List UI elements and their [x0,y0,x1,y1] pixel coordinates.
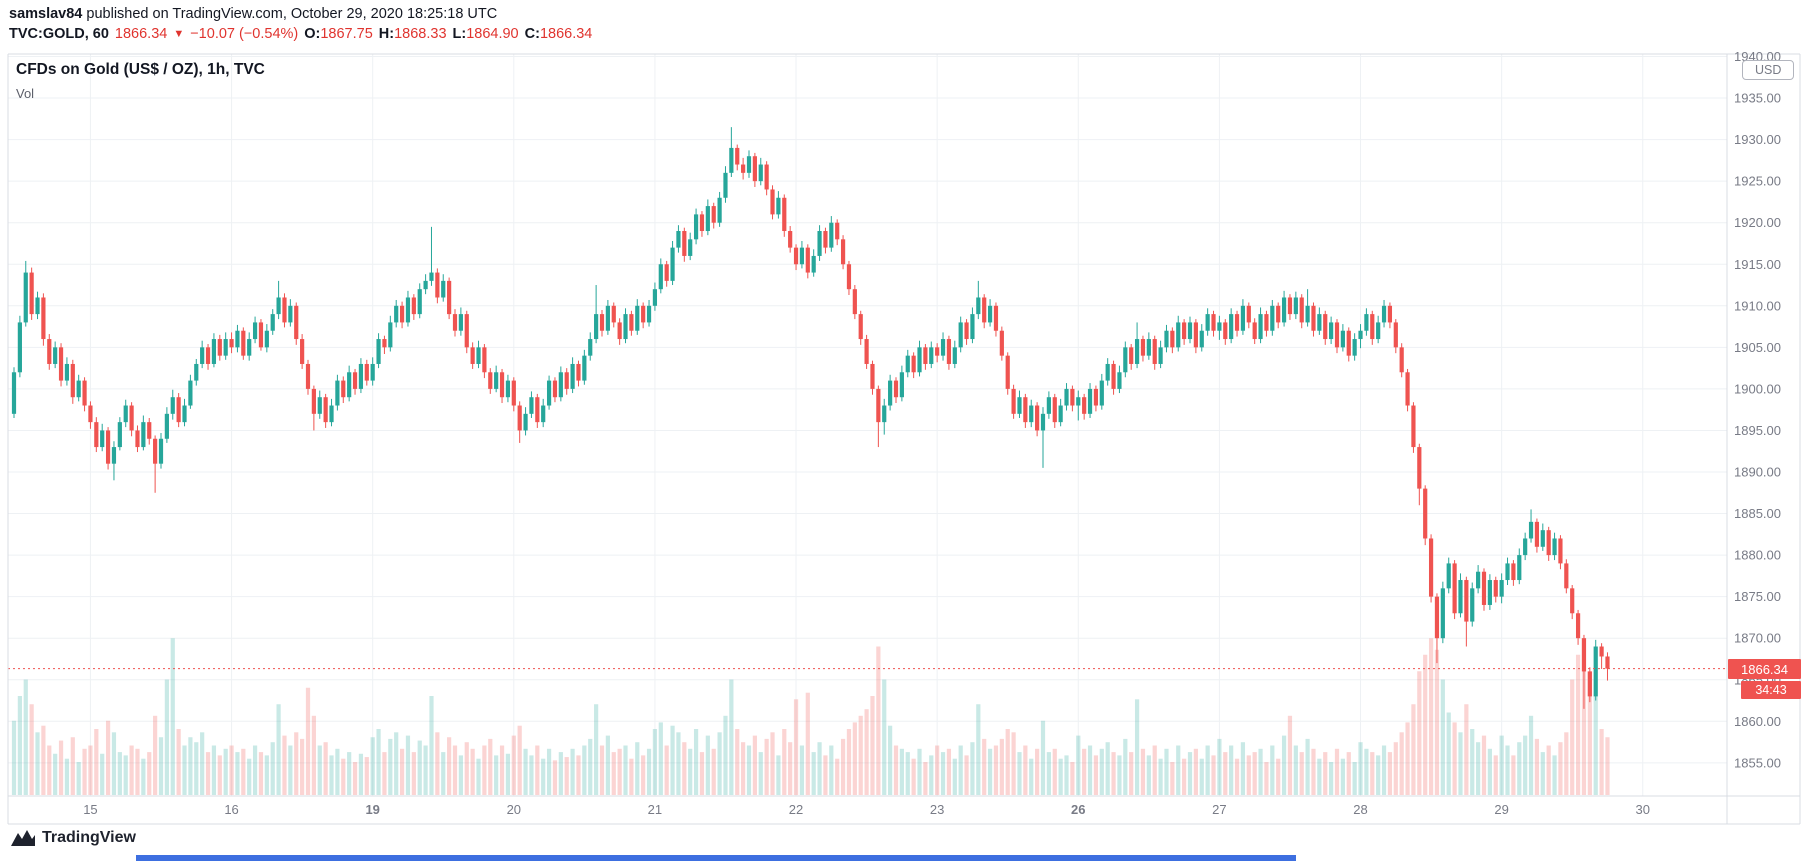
chart-legend[interactable]: CFDs on Gold (US$ / OZ), 1h, TVC Vol [16,61,265,101]
direction-down-icon: ▼ [173,28,185,40]
symbol-status-line: TVC:GOLD, 60 1866.34 ▼ −10.07 (−0.54%) O… [9,26,592,42]
price-axis-label: 1925.00 [1734,174,1781,189]
candlestick-series [11,127,1610,709]
tradingview-logo[interactable]: TradingView [10,828,136,848]
time-axis-label: 22 [789,802,803,817]
tradingview-mountain-icon [11,830,35,846]
last-price-badge: 1866.34 [1728,659,1801,679]
low-label: L: [452,26,467,42]
symbol-interval: TVC:GOLD, 60 [9,26,109,42]
price-axis-label: 1920.00 [1734,215,1781,230]
bar-countdown-badge: 34:43 [1741,681,1801,699]
price-axis-label: 1905.00 [1734,340,1781,355]
author-name: samslav84 [9,6,83,22]
time-axis-label: 29 [1494,802,1508,817]
price-axis-label: 1885.00 [1734,506,1781,521]
publish-text: published on TradingView.com, October 29… [82,6,498,22]
time-axis-label: 21 [648,802,662,817]
chart-title: CFDs on Gold (US$ / OZ), 1h, TVC [16,61,265,78]
currency-badge: USD [1742,60,1795,80]
time-axis-label: 15 [83,802,97,817]
price-axis-label: 1910.00 [1734,298,1781,313]
price-axis-label: 1890.00 [1734,465,1781,480]
publish-line: samslav84 published on TradingView.com, … [9,6,497,22]
time-axis-label: 16 [224,802,238,817]
open-value: 1867.75 [320,26,373,42]
low-value: 1864.90 [466,26,519,42]
brand-text: TradingView [42,829,136,846]
open-label: O: [304,26,321,42]
price-axis-label: 1915.00 [1734,257,1781,272]
price-axis-label: 1930.00 [1734,132,1781,147]
time-axis-label: 26 [1071,802,1085,817]
close-value: 1866.34 [539,26,593,42]
close-label: C: [524,26,540,42]
time-axis-label: 23 [930,802,944,817]
price-change: −10.07 (−0.54%) [190,26,299,42]
price-axis-label: 1880.00 [1734,548,1781,563]
price-axis-label: 1875.00 [1734,589,1781,604]
time-axis-label: 19 [365,802,379,817]
price-axis-label: 1870.00 [1734,631,1781,646]
high-label: H: [378,26,395,42]
bottom-blue-strip [136,855,1296,861]
high-value: 1868.33 [394,26,447,42]
time-axis-labels[interactable]: 15 16 19 20 21 22 23 26 27 28 29 30 [83,802,1650,817]
price-axis-label: 1860.00 [1734,714,1781,729]
volume-series [11,638,1610,795]
volume-indicator-label: Vol [16,86,35,101]
time-axis-label: 20 [507,802,521,817]
time-axis-label: 27 [1212,802,1226,817]
time-axis-label: 28 [1353,802,1367,817]
last-price: 1866.34 [114,26,168,42]
price-axis-label: 1895.00 [1734,423,1781,438]
time-axis-label: 30 [1636,802,1650,817]
price-axis-label: 1935.00 [1734,91,1781,106]
price-axis-label: 1855.00 [1734,755,1781,770]
price-axis-label: 1900.00 [1734,381,1781,396]
gridlines [8,54,1727,796]
